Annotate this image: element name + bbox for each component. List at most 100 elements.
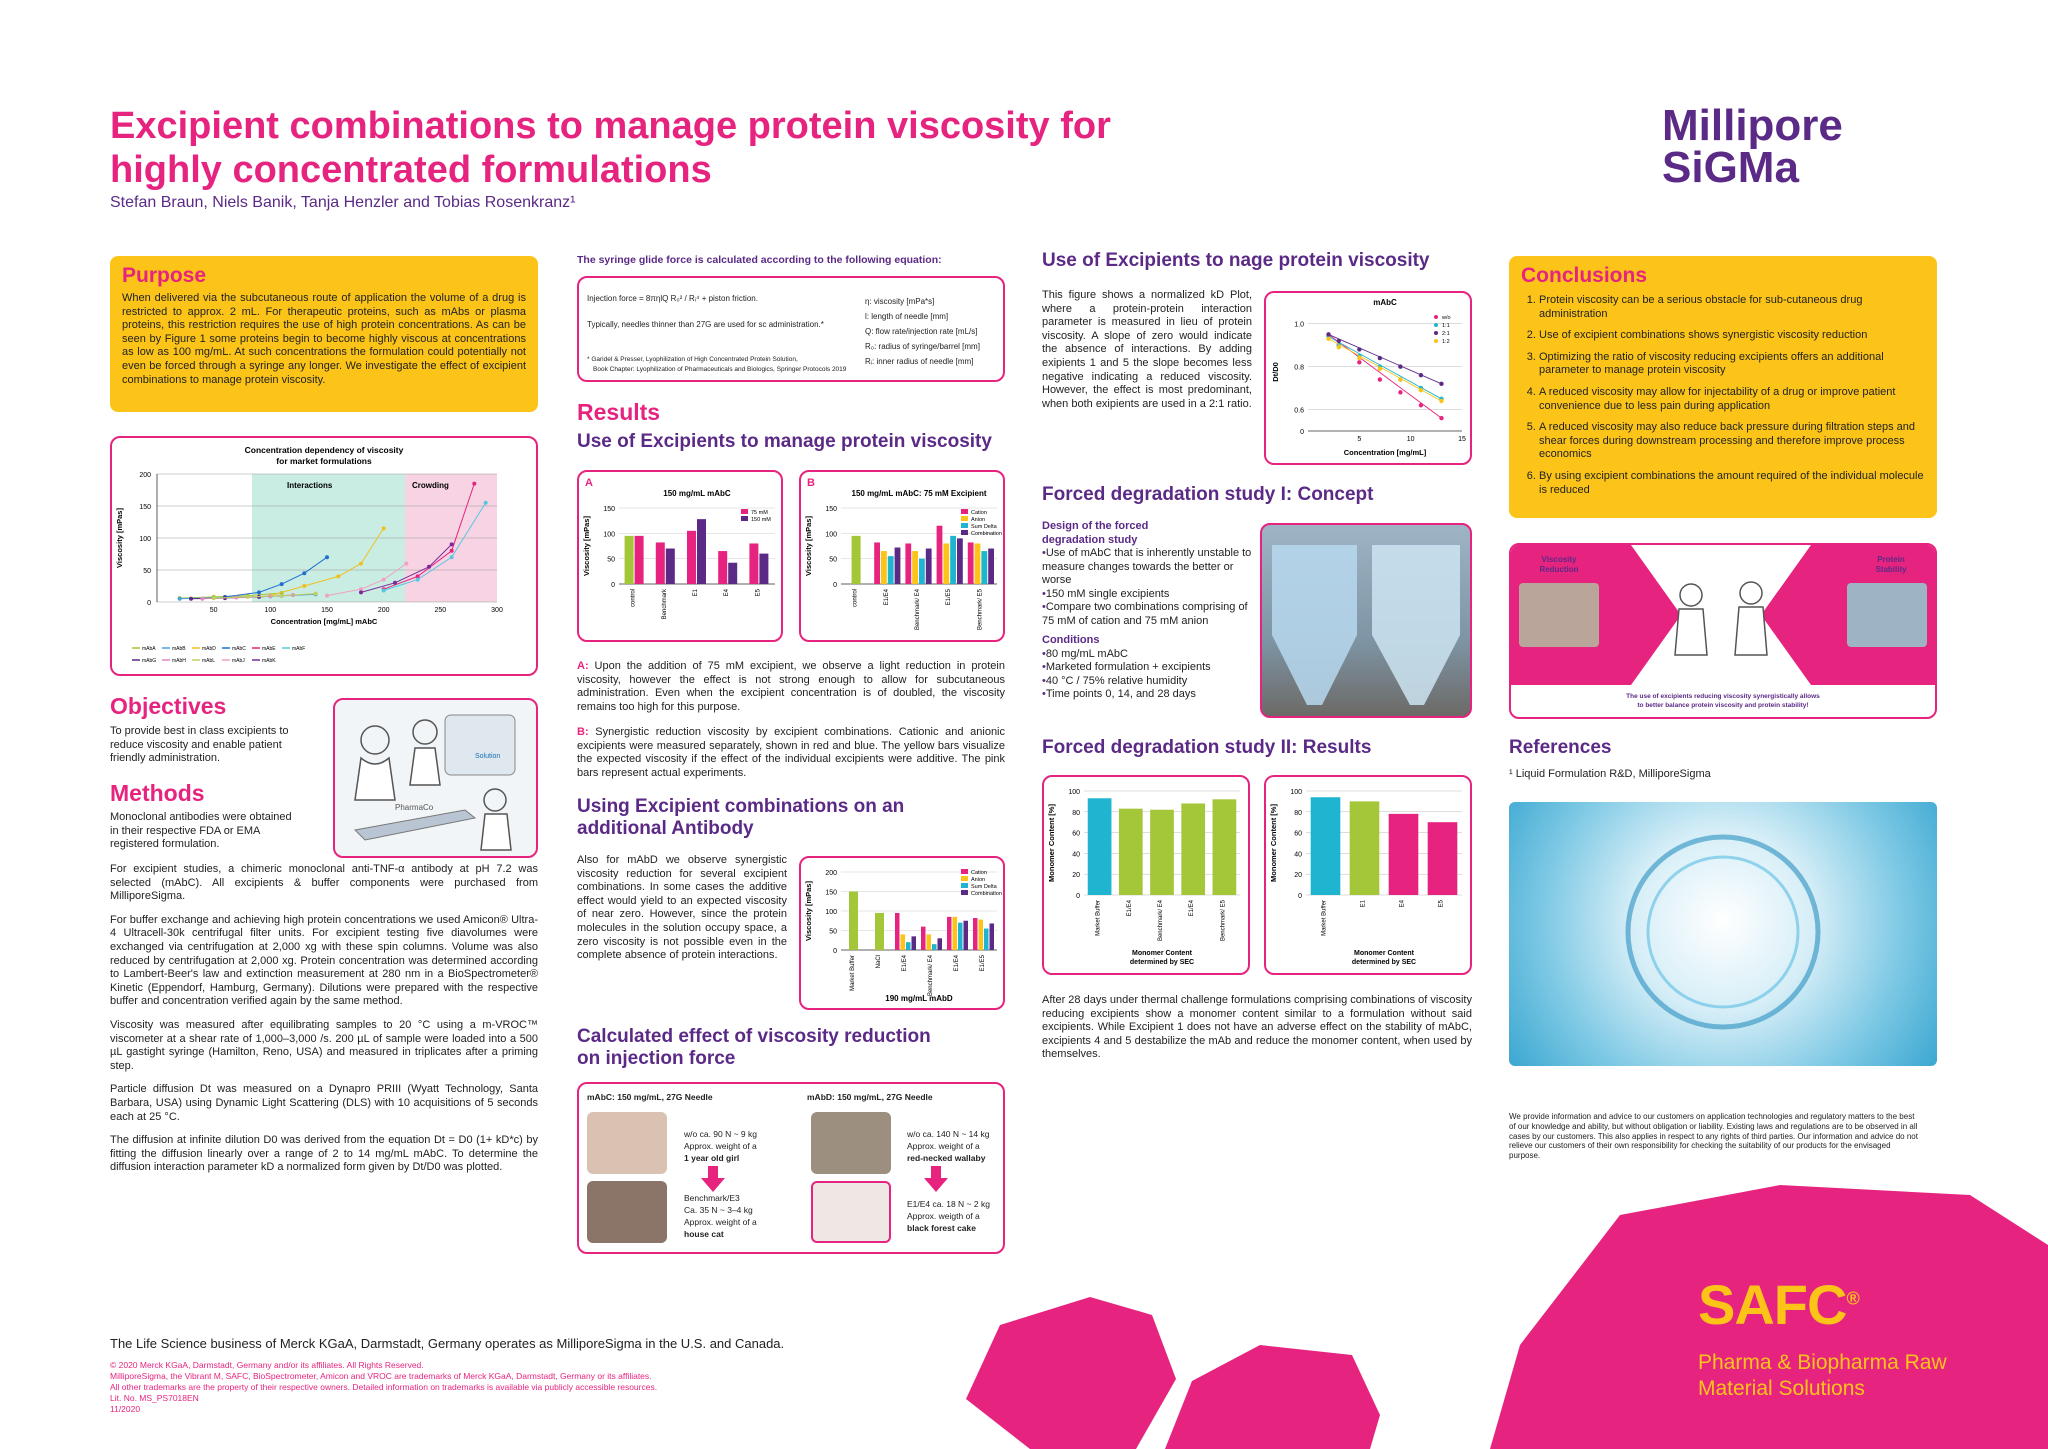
bar <box>967 542 974 584</box>
data-point <box>257 590 261 595</box>
legend-swatch <box>1434 315 1438 319</box>
data-point <box>325 593 329 598</box>
y-tick-label: 0.8 <box>1294 365 1304 372</box>
inj-col1-upper: w/o ca. 90 N ~ 9 kg Approx. weight of a … <box>684 1128 757 1164</box>
c1-t5: Ca. 35 N ~ 3–4 kg <box>684 1205 753 1215</box>
monomer-chart-1: 100 80 60 40 20 0 Monomer Content [%] Market Bu… <box>1047 789 1240 966</box>
legend-label: Combination <box>971 891 1002 897</box>
y-tick-label: 200 <box>139 472 151 479</box>
legend-label: Combination <box>971 531 1002 537</box>
cat-photo <box>587 1181 667 1243</box>
legend-swatch <box>961 509 968 514</box>
conclusion-item: A reduced viscosity may also reduce back… <box>1539 421 1925 462</box>
bar <box>911 936 916 950</box>
y-tick-label: 80 <box>1294 810 1302 817</box>
water-splash-image <box>1509 802 1937 1066</box>
title-line-1: Excipient combinations to manage protein… <box>110 105 1111 147</box>
legend-label: mAbC <box>232 646 246 652</box>
stability-label-2: Stability <box>1875 565 1907 574</box>
bar <box>655 542 665 584</box>
series-line-mAbL <box>213 593 316 599</box>
x-tick-label: control <box>853 589 859 607</box>
x-tick-label: 200 <box>378 607 390 614</box>
y-tick-label: 0 <box>1298 893 1302 900</box>
x-tick-label: Benchmark/ E4 <box>1158 899 1164 941</box>
bar <box>634 535 644 584</box>
data-point <box>1439 415 1444 421</box>
legend-label: w/o <box>1441 315 1451 321</box>
series-line-mAbK <box>360 544 453 593</box>
methods-p1: Monoclonal antibodies were obtained in t… <box>110 811 292 851</box>
a-tag: A: <box>577 660 589 672</box>
chart-b-panel: B 150 mg/mL mAbC: 75 mM Excipient 0 50 100 15… <box>799 470 1005 642</box>
y-axis-label: Dt/D0 <box>1271 362 1280 382</box>
legend-label: 1:2 <box>1442 339 1450 345</box>
y-tick-label: 150 <box>825 506 837 513</box>
combo-heading-1: Using Excipient combinations on an <box>577 796 905 817</box>
bar <box>936 525 943 584</box>
panel-letter: A <box>585 477 593 489</box>
safc-text: SAFC <box>1698 1273 1847 1336</box>
legend-label: 150 mM <box>751 517 771 523</box>
x-tick-label: 10 <box>1407 436 1415 443</box>
balance-caption-1: The use of excipients reducing viscosity… <box>1626 693 1820 700</box>
data-point <box>279 582 284 587</box>
c1-t3: 1 year old girl <box>684 1153 740 1163</box>
bar <box>1118 808 1143 895</box>
references-heading: References <box>1509 737 1612 758</box>
data-point <box>325 555 329 560</box>
purpose-heading: Purpose <box>122 264 207 287</box>
y-tick-label: 0 <box>1300 429 1304 436</box>
design-list: Use of mAbC that is inherently unstable … <box>1042 547 1257 628</box>
condition-item: Time points 0, 14, and 28 days <box>1042 688 1257 702</box>
y-tick-label: 0 <box>147 600 151 607</box>
bar <box>981 551 988 584</box>
y-tick-label: 50 <box>829 557 837 564</box>
bar <box>925 548 932 584</box>
legend-label: 2:1 <box>1442 331 1450 337</box>
y-tick-label: 150 <box>825 890 837 897</box>
c1-t1: w/o ca. 90 N ~ 9 kg <box>684 1129 757 1139</box>
footer-legal: © 2020 Merck KGaA, Darmstadt, Germany an… <box>110 1360 657 1415</box>
bar <box>1212 799 1237 895</box>
disclaimer: We provide information and advice to our… <box>1509 1112 1918 1161</box>
monomer-chart1-panel: 100 80 60 40 20 0 Monomer Content [%] Market Bu… <box>1042 775 1250 975</box>
x-tick-label: Benchmark/ E4 <box>928 954 934 996</box>
bar <box>849 891 858 950</box>
data-point <box>1336 338 1341 344</box>
legend-swatch <box>741 516 748 521</box>
data-point <box>313 591 318 596</box>
y-tick-label: 1.0 <box>1294 322 1304 329</box>
x-tick-label: 15 <box>1458 436 1466 443</box>
legend-label: mAbD <box>202 646 216 652</box>
data-point <box>449 548 454 553</box>
legend-label: Cation <box>971 510 987 516</box>
bar <box>958 922 963 950</box>
results-a-text: A: Upon the addition of 75 mM excipient,… <box>577 660 1005 714</box>
chart-title: 150 mg/mL mAbC: 75 mM Excipient <box>852 489 987 498</box>
fit-line <box>1328 336 1442 400</box>
data-point <box>1326 332 1331 337</box>
bar <box>952 916 957 950</box>
legend-r0: R₀: radius of syringe/barrel [mm] <box>865 342 980 351</box>
injection-heading: Calculated effect of viscosity reduction… <box>577 1026 931 1070</box>
panel-letter: B <box>807 477 815 489</box>
methods-p6: The diffusion at infinite dilution D0 wa… <box>110 1134 538 1174</box>
c2-t1: w/o ca. 140 N ~ 14 kg <box>907 1129 990 1139</box>
down-arrow-icon <box>924 1166 948 1192</box>
results-heading: Results <box>577 399 661 425</box>
y-tick-label: 60 <box>1072 831 1080 838</box>
combo-text: Also for mAbD we observe synergistic vis… <box>577 854 787 962</box>
data-point <box>1418 403 1424 408</box>
injection-heading-1: Calculated effect of viscosity reduction <box>577 1026 931 1047</box>
needle-note: Typically, needles thinner than 27G are … <box>587 320 824 329</box>
legend-label: mAbE <box>262 646 276 652</box>
data-point <box>1377 355 1383 361</box>
objectives-text: To provide best in class excipients to r… <box>110 725 289 765</box>
x-tick-label: 5 <box>1357 436 1361 443</box>
y-tick-label: 100 <box>825 909 837 916</box>
y-tick-label: 0 <box>1076 893 1080 900</box>
b-tag: B: <box>577 726 589 738</box>
viscosity-label-1: Viscosity <box>1542 555 1578 564</box>
data-point <box>279 593 284 598</box>
